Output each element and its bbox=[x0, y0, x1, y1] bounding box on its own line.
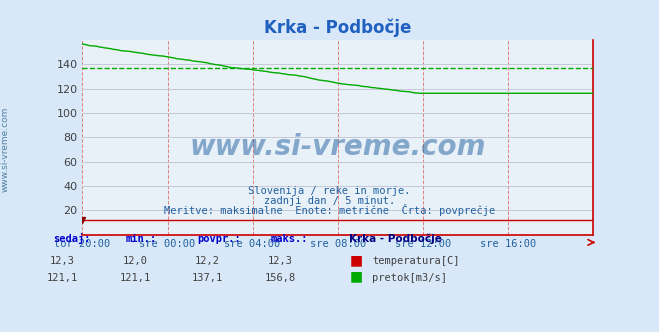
Text: 12,0: 12,0 bbox=[123, 256, 148, 266]
Text: 121,1: 121,1 bbox=[47, 273, 78, 283]
Text: Krka - Podbočje: Krka - Podbočje bbox=[349, 234, 442, 244]
Text: povpr.:: povpr.: bbox=[198, 234, 241, 244]
Text: sedaj:: sedaj: bbox=[53, 233, 90, 244]
Text: zadnji dan / 5 minut.: zadnji dan / 5 minut. bbox=[264, 196, 395, 206]
Text: 137,1: 137,1 bbox=[192, 273, 223, 283]
Title: Krka - Podbočje: Krka - Podbočje bbox=[264, 18, 411, 37]
Text: temperatura[C]: temperatura[C] bbox=[372, 256, 460, 266]
Text: maks.:: maks.: bbox=[270, 234, 308, 244]
Text: 156,8: 156,8 bbox=[264, 273, 296, 283]
Text: 12,2: 12,2 bbox=[195, 256, 220, 266]
Text: Slovenija / reke in morje.: Slovenija / reke in morje. bbox=[248, 186, 411, 196]
Text: min.:: min.: bbox=[125, 234, 156, 244]
Text: 12,3: 12,3 bbox=[268, 256, 293, 266]
Text: pretok[m3/s]: pretok[m3/s] bbox=[372, 273, 447, 283]
Text: 12,3: 12,3 bbox=[50, 256, 75, 266]
Text: ■: ■ bbox=[349, 270, 362, 284]
Text: Meritve: maksimalne  Enote: metrične  Črta: povprečje: Meritve: maksimalne Enote: metrične Črta… bbox=[164, 204, 495, 216]
Text: www.si-vreme.com: www.si-vreme.com bbox=[190, 133, 486, 161]
Text: ■: ■ bbox=[349, 253, 362, 267]
Text: 121,1: 121,1 bbox=[119, 273, 151, 283]
Text: www.si-vreme.com: www.si-vreme.com bbox=[1, 107, 10, 192]
